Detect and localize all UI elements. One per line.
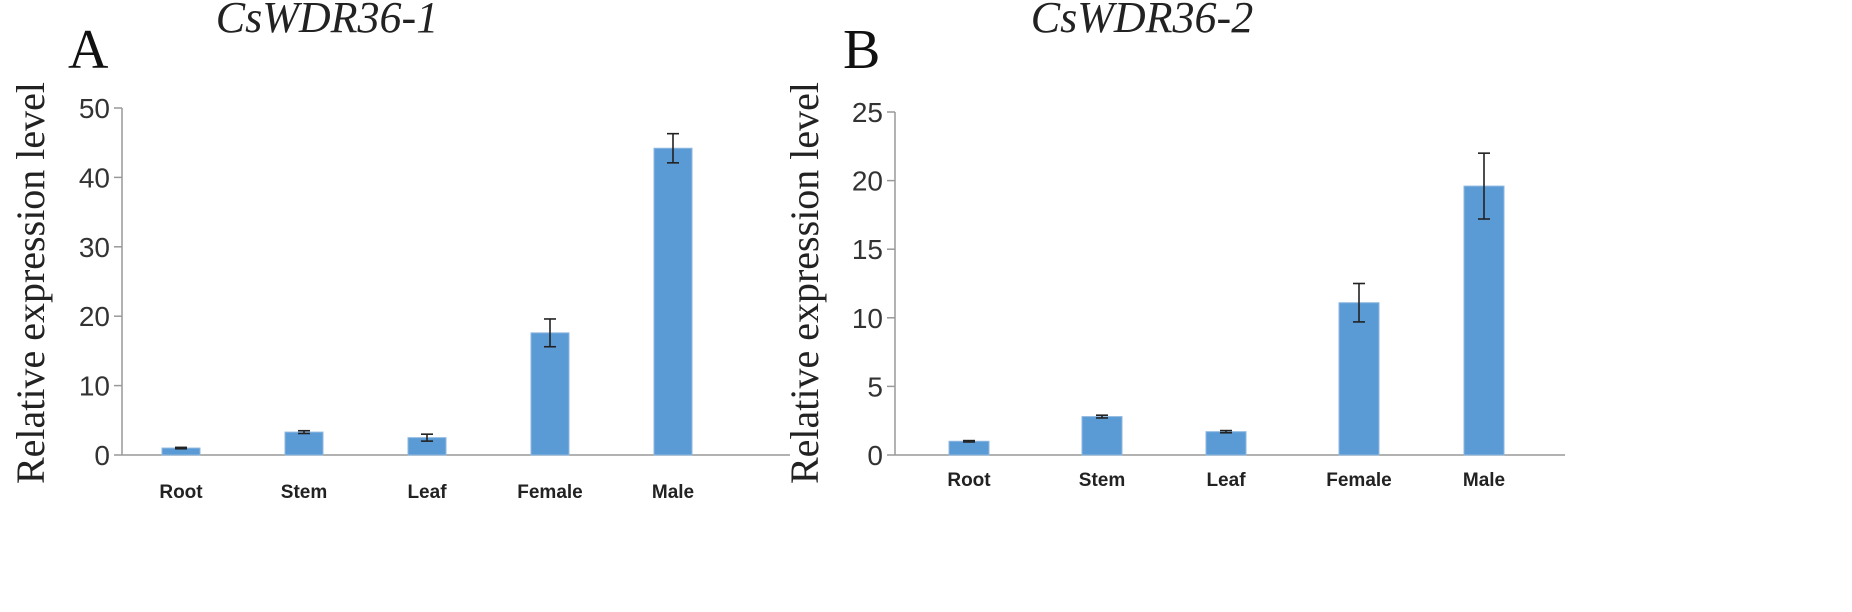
panel-a-x-tick-label: Root: [159, 482, 203, 503]
panel-a-y-tick-label: 50: [79, 93, 110, 124]
panel-a-y-axis-label: Relative expression level: [8, 82, 53, 484]
panel-b-error-bar-female: [1353, 282, 1365, 323]
panel-b-bar-stem: [1081, 416, 1123, 456]
panel-a: CsWDR36-1 A Relative expression level 0 1…: [8, 0, 790, 503]
panel-b-bar-root: [948, 440, 990, 456]
panel-b-plot-area: 0 5 10 15 20 25 Root Stem Leaf Female Male: [852, 97, 1565, 491]
panel-a-error-bar-stem: [298, 429, 310, 435]
panel-b-y-tick-label: 5: [867, 371, 883, 402]
panel-a-error-bar-female: [544, 318, 556, 348]
panel-b-bar-leaf: [1205, 431, 1247, 456]
panel-a-title: CsWDR36-1: [216, 0, 438, 42]
panel-b-x-tick-label: Root: [947, 470, 991, 491]
panel-b-y-tick-label: 0: [867, 440, 883, 471]
panel-b-y-tick-label: 10: [852, 303, 883, 334]
panel-a-y-tick-label: 30: [79, 232, 110, 263]
panel-b-x-tick-label: Leaf: [1206, 470, 1246, 491]
panel-b-x-tick-label: Male: [1463, 470, 1505, 491]
panel-b-x-tick-label: Stem: [1079, 470, 1125, 491]
panel-b-y-tick-label: 20: [852, 166, 883, 197]
panel-b-letter: B: [843, 19, 880, 81]
panel-a-plot-area: 0 10 20 30 40 50 Root Stem Leaf Female Male: [79, 93, 790, 503]
panel-a-error-bar-root: [175, 446, 187, 450]
panel-a-x-tick-label: Female: [517, 482, 582, 503]
panel-b-error-bar-stem: [1096, 414, 1108, 419]
panel-a-error-bar-leaf: [421, 433, 433, 442]
panel-b-bar-female: [1338, 302, 1380, 456]
panel-b-error-bar-root: [963, 439, 975, 443]
panel-b-y-tick-label: 15: [852, 234, 883, 265]
panel-a-bar-female: [530, 332, 570, 456]
panel-b-error-bar-male: [1478, 152, 1490, 220]
panel-a-y-tick-label: 10: [79, 371, 110, 402]
panel-a-y-tick-label: 0: [94, 440, 110, 471]
panel-a-y-tick-label: 20: [79, 301, 110, 332]
panel-b-x-tick-label: Female: [1326, 470, 1391, 491]
panel-a-x-tick-label: Stem: [281, 482, 327, 503]
panel-a-bar-stem: [284, 431, 324, 456]
panel-b-title: CsWDR36-2: [1031, 0, 1253, 42]
panel-a-letter: A: [68, 19, 109, 81]
panel-b-bar-male: [1463, 185, 1505, 456]
panel-a-x-tick-label: Leaf: [407, 482, 447, 503]
panel-b-y-axis-label: Relative expression level: [782, 82, 827, 484]
panel-b-y-tick-label: 25: [852, 97, 883, 128]
panel-a-y-tick-label: 40: [79, 162, 110, 193]
panel-a-bar-male: [653, 147, 693, 456]
panel-b-error-bar-leaf: [1220, 429, 1232, 434]
panel-a-error-bar-male: [667, 132, 679, 164]
panel-b: CsWDR36-2 B Relative expression level 0 5…: [782, 0, 1565, 491]
panel-a-x-tick-label: Male: [652, 482, 694, 503]
